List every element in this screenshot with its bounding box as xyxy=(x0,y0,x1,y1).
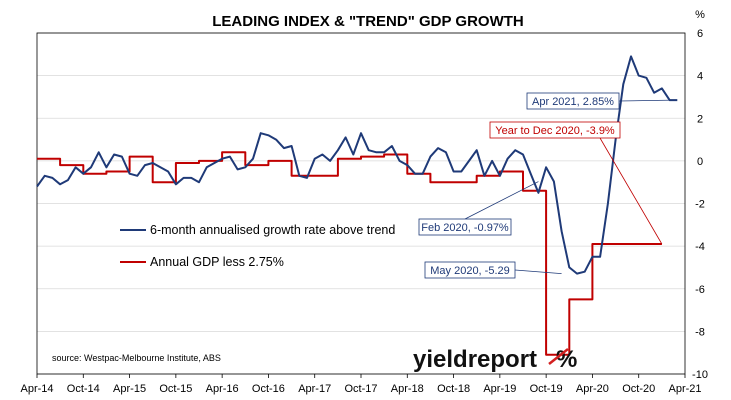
annotation-label: Apr 2021, 2.85% xyxy=(532,96,614,108)
x-tick-label: Apr-18 xyxy=(391,383,424,395)
annotation-box xyxy=(418,218,512,236)
gridlines xyxy=(37,32,685,375)
x-tick-label: Oct-14 xyxy=(67,383,100,395)
y-tick-label: -8 xyxy=(695,326,705,338)
x-tick-label: Apr-19 xyxy=(483,383,516,395)
y-tick-label: -4 xyxy=(695,241,705,253)
yieldreport-logo: yieldreport % xyxy=(413,346,577,373)
x-tick-label: Oct-16 xyxy=(252,383,285,395)
legend-label: 6-month annualised growth rate above tre… xyxy=(150,223,395,237)
series-leading-index-line xyxy=(36,55,678,275)
logo-accent-slash xyxy=(548,348,569,365)
annotation-leader xyxy=(464,181,539,220)
annotation-label: Feb 2020, -0.97% xyxy=(421,222,509,234)
x-tick-label: Apr-20 xyxy=(576,383,609,395)
annotation-label: May 2020, -5.29 xyxy=(430,265,510,277)
x-tick-label: Apr-21 xyxy=(668,383,701,395)
chart-title: LEADING INDEX & "TREND" GDP GROWTH xyxy=(212,13,523,30)
x-tick-label: Apr-15 xyxy=(113,383,146,395)
series-lines xyxy=(36,55,678,356)
x-tick-label: Oct-15 xyxy=(159,383,192,395)
annotation-leader xyxy=(618,99,674,102)
x-axis: Apr-14 Oct-14 Apr-15 Oct-15 Apr-16 Oct-16 Apr-… xyxy=(20,374,702,395)
x-tick-label: Oct-17 xyxy=(344,383,377,395)
y-axis: 6 4 2 0 -2 -4 -6 -8 -10 xyxy=(692,28,708,381)
y-axis-unit: % xyxy=(695,9,705,21)
annotation-label: Year to Dec 2020, -3.9% xyxy=(495,125,615,137)
x-tick-label: Apr-14 xyxy=(20,383,53,395)
source-note: source: Westpac-Melbourne Institute, ABS xyxy=(52,353,221,363)
y-tick-label: 0 xyxy=(697,156,703,168)
legend: 6-month annualised growth rate above tre… xyxy=(120,223,395,269)
y-tick-label: -2 xyxy=(695,199,705,211)
y-tick-label: 2 xyxy=(697,113,703,125)
logo-wordmark: yieldreport xyxy=(413,346,537,373)
y-tick-label: -10 xyxy=(692,369,708,381)
annotation-box xyxy=(424,261,516,279)
legend-label: Annual GDP less 2.75% xyxy=(150,255,284,269)
x-tick-label: Apr-16 xyxy=(206,383,239,395)
annotation-box xyxy=(489,121,621,139)
series-gdp-line xyxy=(37,151,662,356)
y-tick-label: -6 xyxy=(695,284,705,296)
annotation-leader xyxy=(599,137,663,245)
x-tick-label: Oct-18 xyxy=(437,383,470,395)
x-tick-label: Oct-19 xyxy=(530,383,563,395)
x-tick-label: Apr-17 xyxy=(298,383,331,395)
y-tick-label: 6 xyxy=(697,28,703,40)
annotations: Apr 2021, 2.85% Year to Dec 2020, -3.9% Fe… xyxy=(418,92,674,279)
x-tick-label: Oct-20 xyxy=(622,383,655,395)
annotation-box xyxy=(526,92,620,110)
annotation-leader xyxy=(514,269,562,275)
y-tick-label: 4 xyxy=(697,71,703,83)
